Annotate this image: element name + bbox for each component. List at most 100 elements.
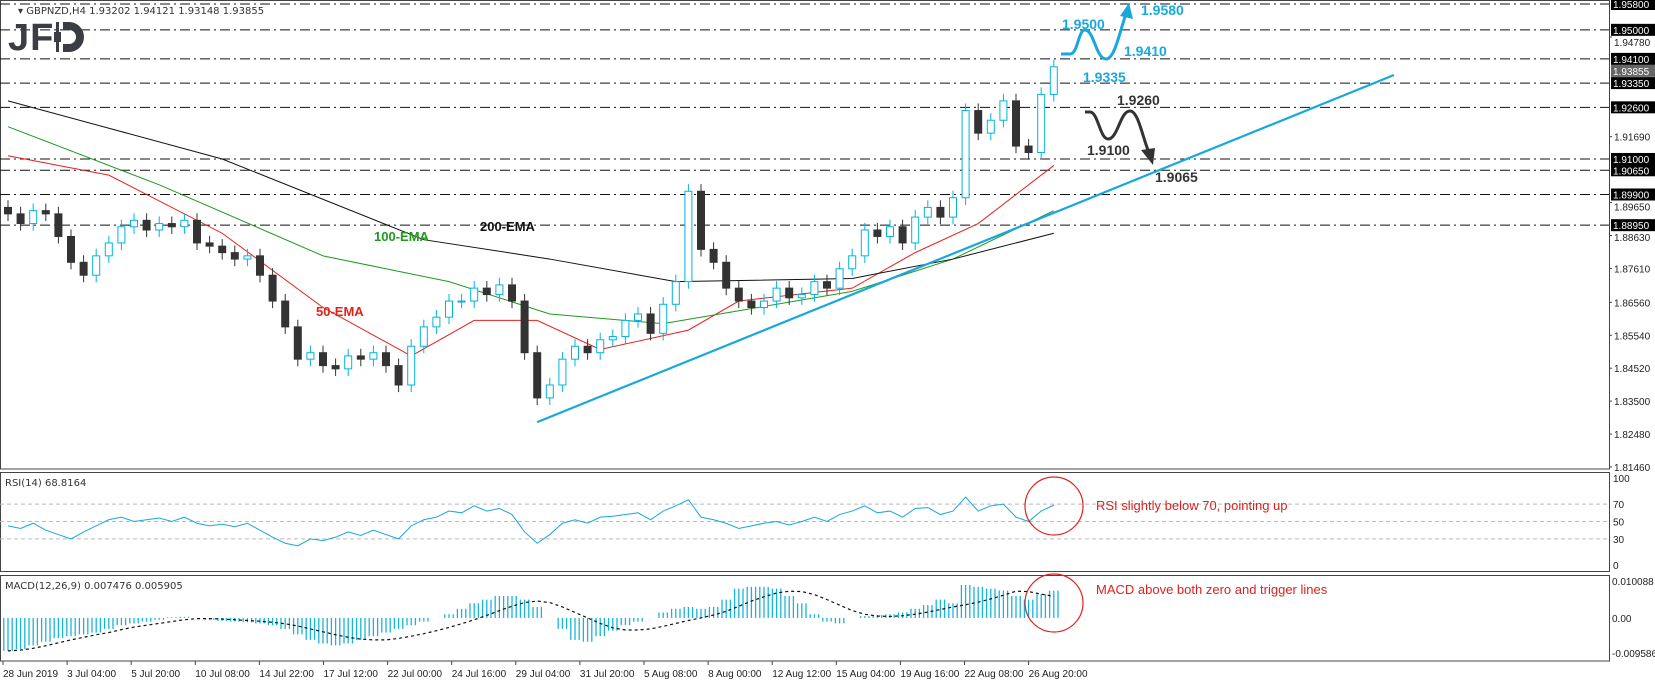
- date-label: 10 Jul 08:00: [195, 669, 250, 680]
- rsi-tick-label: 30: [1613, 535, 1625, 546]
- candle-body: [29, 210, 38, 225]
- candle-body: [898, 226, 907, 244]
- current-price-tag: [1611, 64, 1655, 77]
- candle: [419, 319, 428, 354]
- candle-body: [256, 255, 264, 276]
- macd-panel: 0.010088 0.00 -0.009586: [3, 577, 1655, 660]
- candle: [205, 235, 214, 254]
- rsi-tick-label: 0: [1613, 561, 1619, 572]
- candle: [268, 268, 277, 309]
- candle: [823, 274, 831, 296]
- price-tick-label: 1.84520: [1614, 364, 1651, 375]
- candle: [520, 293, 529, 360]
- date-label: 15 Aug 04:00: [836, 669, 895, 680]
- level-label: 1.92600: [1613, 103, 1650, 114]
- price-tick-label: 1.82480: [1614, 430, 1651, 441]
- candle: [986, 113, 995, 141]
- level-label: 1.90650: [1613, 166, 1650, 177]
- candle: [230, 245, 239, 267]
- candle: [797, 287, 806, 305]
- rsi-highlight-circle: [1024, 476, 1084, 536]
- price-tick-label: 1.81460: [1614, 463, 1651, 474]
- candle: [369, 345, 378, 367]
- candle: [545, 377, 554, 406]
- candle-body: [281, 300, 290, 328]
- level-label: 1.88950: [1613, 221, 1650, 232]
- date-label: 29 Jul 04:00: [516, 669, 571, 680]
- macd-signal-line: [7, 590, 1054, 652]
- level-label: 1.93350: [1613, 79, 1650, 90]
- jfd-logo: JF: [8, 17, 84, 59]
- candle: [155, 216, 164, 238]
- ema-line-50-ema: [7, 155, 1055, 357]
- candle: [936, 200, 945, 225]
- candle-body: [205, 242, 214, 247]
- candle: [16, 206, 25, 231]
- candle-body: [369, 352, 378, 360]
- candle-body: [734, 287, 743, 302]
- candle: [923, 200, 932, 225]
- candle-body: [142, 219, 151, 231]
- candle-body: [1012, 100, 1020, 147]
- svg-text:JF: JF: [8, 17, 54, 59]
- candle-body: [167, 223, 176, 228]
- candle: [949, 190, 957, 225]
- candle-body: [470, 287, 479, 302]
- candle-body: [306, 352, 315, 360]
- candle: [67, 229, 75, 270]
- candle-body: [482, 287, 491, 296]
- main-panel-frame: [0, 0, 1610, 470]
- candle-body: [873, 229, 882, 237]
- level-tag: [1611, 152, 1655, 165]
- rsi-label: RSI(14) 68.8164: [5, 478, 86, 489]
- candle-body: [432, 316, 441, 328]
- candle: [659, 297, 668, 341]
- candle: [873, 222, 882, 244]
- candle-body: [382, 352, 390, 367]
- macd-tick-label: 0.00: [1612, 614, 1632, 625]
- candle-body: [344, 355, 353, 370]
- bearish-target-label: 1.9065: [1155, 169, 1198, 185]
- candle-body: [293, 326, 302, 360]
- rsi-note: RSI slightly below 70, pointing up: [1096, 498, 1288, 513]
- candle-body: [671, 281, 680, 305]
- date-label: 19 Aug 16:00: [900, 669, 959, 680]
- candle: [319, 345, 327, 373]
- date-label: 26 Aug 20:00: [1029, 669, 1088, 680]
- uptrend-line: [536, 74, 1395, 424]
- candle-body: [583, 345, 592, 354]
- scenario-annotations: 1.9500 1.9410 1.9580 1.9335 1.9260 1.9100 1.90…: [1061, 2, 1198, 185]
- candle: [684, 184, 693, 289]
- price-tick-label: 1.85540: [1614, 331, 1651, 342]
- price-tick-label: 1.86560: [1614, 298, 1651, 309]
- candle-body: [268, 274, 277, 302]
- candle: [4, 200, 12, 221]
- candle-body: [571, 345, 579, 360]
- current-price-label: 1.93855: [1613, 67, 1650, 78]
- candle-body: [785, 287, 794, 299]
- rsi-tick-label: 100: [1613, 474, 1630, 485]
- candle: [596, 332, 605, 360]
- collapse-triangle-icon: ▾: [18, 6, 26, 17]
- bearish-path-arrow: [1085, 109, 1150, 151]
- level-label: 1.95800: [1613, 0, 1650, 11]
- candle: [331, 358, 340, 376]
- candle-body: [608, 336, 617, 341]
- level-tag: [1611, 219, 1655, 232]
- candle-body: [218, 245, 227, 254]
- candle-body: [823, 281, 831, 289]
- candle: [281, 293, 290, 334]
- candle: [104, 235, 113, 263]
- candle: [29, 203, 38, 231]
- candle-body: [508, 284, 516, 302]
- date-label: 22 Aug 08:00: [965, 669, 1024, 680]
- candle-body: [810, 281, 819, 296]
- level-tag: [1611, 164, 1655, 177]
- chart-header: ▾ GBPNZD,H4 1.93202 1.94121 1.93148 1.93…: [18, 6, 264, 17]
- candle: [974, 103, 983, 141]
- candle-body: [180, 219, 189, 228]
- candle: [117, 219, 126, 251]
- macd-label: MACD(12,26,9) 0.007476 0.005905: [5, 581, 183, 592]
- candle: [646, 306, 655, 341]
